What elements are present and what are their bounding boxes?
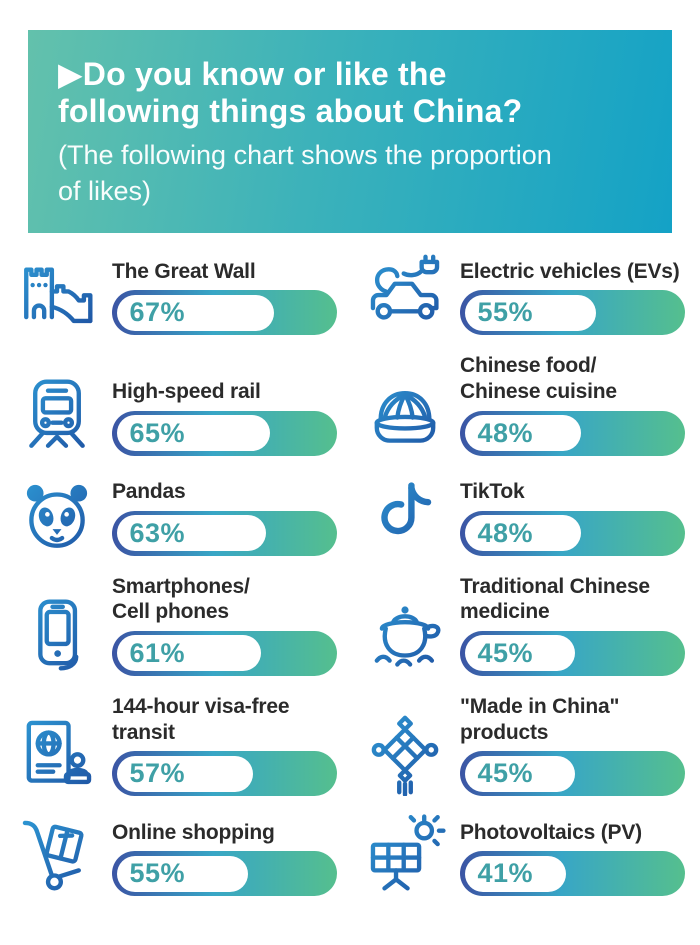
item-value: 48% — [477, 517, 534, 548]
item-icon — [15, 814, 99, 896]
item-icon — [15, 714, 99, 796]
item-label: Traditional Chinese medicine — [460, 574, 650, 624]
chart-header: ▶Do you know or like the following thing… — [28, 30, 672, 234]
smartphone-icon — [38, 599, 79, 671]
item-label: Online shopping — [112, 820, 275, 844]
item-label: Smartphones/ Cell phones — [112, 574, 250, 624]
items-grid: The Great Wall 67% Electric vehicles — [15, 253, 685, 897]
chinese-knot-icon — [371, 715, 439, 797]
item-chinese-food: Chinese food/ Chinese cuisine 48% — [363, 353, 685, 456]
item-bar: 41% — [460, 851, 685, 897]
item-bar-fill: 57% — [116, 755, 253, 792]
item-label: 144-hour visa-free transit — [112, 694, 290, 744]
item-bar-fill: 55% — [464, 294, 597, 331]
item-value: 55% — [477, 297, 534, 328]
item-value: 65% — [129, 417, 186, 448]
item-icon — [363, 253, 447, 335]
item-bar: 57% — [112, 751, 337, 797]
item-bar: 67% — [112, 290, 337, 336]
item-bar-fill: 48% — [464, 515, 582, 552]
item-label: The Great Wall — [112, 259, 256, 283]
electric-vehicle-icon — [370, 255, 440, 321]
item-icon — [363, 814, 447, 896]
solar-panel-icon — [370, 814, 446, 891]
passport-stamp-icon — [26, 720, 92, 785]
item-value: 41% — [477, 858, 534, 889]
item-bar: 48% — [460, 510, 685, 556]
item-smartphones: Smartphones/ Cell phones 61% — [15, 574, 337, 676]
item-label: "Made in China" products — [460, 694, 620, 744]
item-icon — [363, 594, 447, 676]
chart-subtitle: (The following chart shows the proportio… — [58, 140, 552, 206]
tiktok-icon — [381, 482, 432, 534]
item-great-wall: The Great Wall 67% — [15, 253, 337, 336]
item-label: High-speed rail — [112, 380, 261, 404]
hand-truck-icon — [22, 820, 84, 891]
item-value: 45% — [477, 758, 534, 789]
item-value: 67% — [129, 297, 186, 328]
item-icon — [363, 374, 447, 456]
item-bar-fill: 67% — [116, 294, 275, 331]
item-value: 45% — [477, 637, 534, 668]
item-tiktok: TikTok 48% — [363, 474, 685, 556]
item-bar: 61% — [112, 630, 337, 676]
item-bar: 55% — [460, 290, 685, 336]
item-bar-fill: 61% — [116, 635, 262, 672]
item-photovoltaics: Photovoltaics (PV) 41% — [363, 814, 685, 897]
great-wall-icon — [24, 267, 93, 324]
medicine-pot-icon — [374, 606, 441, 667]
item-label: Photovoltaics (PV) — [460, 820, 642, 844]
item-bar: 45% — [460, 751, 685, 797]
item-label: Electric vehicles (EVs) — [460, 259, 680, 283]
item-bar-fill: 48% — [464, 415, 582, 452]
item-bar-fill: 45% — [464, 755, 575, 792]
item-icon — [15, 374, 99, 456]
item-bar: 55% — [112, 851, 337, 897]
item-pandas: Pandas 63% — [15, 474, 337, 556]
item-value: 63% — [129, 517, 186, 548]
item-icon — [363, 474, 447, 556]
item-bar: 48% — [460, 410, 685, 456]
item-bar: 45% — [460, 630, 685, 676]
item-bar: 63% — [112, 510, 337, 556]
item-icon — [15, 474, 99, 556]
item-value: 48% — [477, 417, 534, 448]
item-bar-fill: 55% — [116, 855, 249, 892]
item-made-in-china: "Made in China" products 45% — [363, 694, 685, 797]
high-speed-rail-icon — [29, 379, 85, 448]
steamed-bun-icon — [374, 390, 436, 443]
item-icon — [15, 594, 99, 676]
item-bar-fill: 63% — [116, 515, 266, 552]
item-visa-free-transit: 144-hour visa-free transit 57% — [15, 694, 337, 797]
item-bar-fill: 41% — [464, 855, 567, 892]
item-value: 55% — [129, 858, 186, 889]
item-high-speed-rail: High-speed rail 65% — [15, 374, 337, 456]
item-bar: 65% — [112, 410, 337, 456]
panda-icon — [26, 484, 88, 548]
item-label: TikTok — [460, 480, 525, 504]
item-bar-fill: 65% — [116, 415, 270, 452]
item-icon — [15, 253, 99, 335]
chart-title: ▶Do you know or like the following thing… — [58, 56, 523, 130]
item-value: 57% — [129, 758, 186, 789]
item-electric-vehicles: Electric vehicles (EVs) 55% — [363, 253, 685, 336]
item-value: 61% — [129, 637, 186, 668]
item-online-shopping: Online shopping 55% — [15, 814, 337, 897]
item-label: Pandas — [112, 480, 186, 504]
item-label: Chinese food/ Chinese cuisine — [460, 354, 617, 404]
item-icon — [363, 714, 447, 797]
item-bar-fill: 45% — [464, 635, 575, 672]
item-traditional-chinese-medicine: Traditional Chinese medicine 45% — [363, 574, 685, 676]
